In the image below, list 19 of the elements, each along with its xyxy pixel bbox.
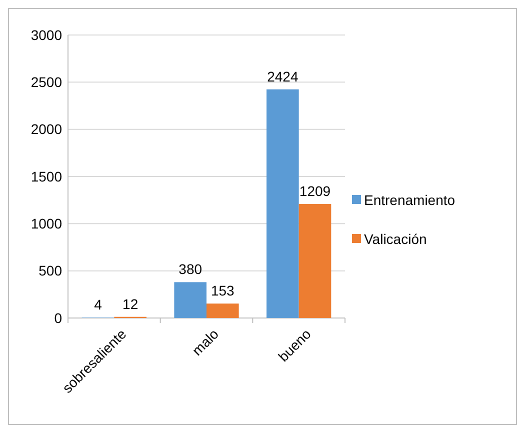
bar bbox=[174, 282, 206, 318]
y-tick-label: 3000 bbox=[30, 26, 62, 43]
data-label: 12 bbox=[122, 296, 138, 312]
data-label: 4 bbox=[94, 296, 102, 313]
y-tick-label: 2000 bbox=[30, 121, 62, 138]
y-tick-label: 500 bbox=[38, 262, 62, 279]
data-label: 380 bbox=[178, 261, 202, 278]
data-label: 153 bbox=[210, 282, 235, 299]
y-tick-label: 0 bbox=[54, 310, 62, 326]
y-tick-label: 1000 bbox=[30, 216, 62, 232]
legend-label: Entrenamiento bbox=[364, 192, 456, 208]
data-label: 1209 bbox=[299, 182, 331, 199]
y-tick-label: 1500 bbox=[30, 168, 62, 184]
bar bbox=[206, 304, 239, 318]
bar bbox=[266, 89, 299, 318]
bar bbox=[298, 204, 332, 318]
data-label: 2424 bbox=[267, 68, 298, 84]
y-tick-label: 2500 bbox=[30, 74, 62, 90]
legend-label: Valicación bbox=[364, 230, 427, 247]
